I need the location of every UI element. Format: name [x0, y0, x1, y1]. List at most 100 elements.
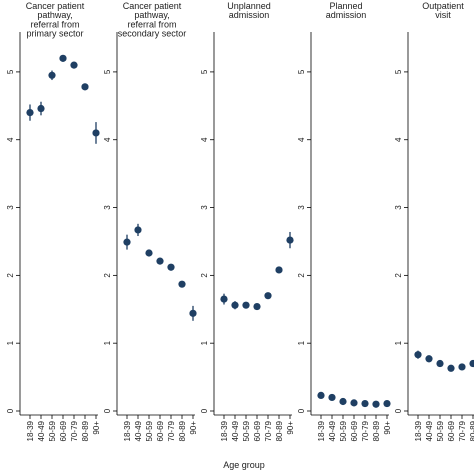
panel-title-line: referral from [127, 19, 176, 29]
x-tick-label: 80-89 [469, 420, 474, 441]
data-point [26, 109, 34, 117]
data-point [361, 399, 369, 408]
y-tick-label: 0 [200, 408, 209, 413]
x-tick-label: 80-89 [372, 420, 381, 441]
y-tick-label: 3 [394, 205, 403, 210]
y-tick-label: 1 [6, 340, 15, 345]
panel-title-line: primary sector [26, 29, 83, 39]
data-point [328, 393, 336, 402]
data-point [350, 399, 358, 407]
x-tick-label: 18-39 [26, 420, 35, 441]
y-tick-label: 2 [200, 273, 209, 278]
data-point [339, 397, 347, 406]
panel-title: Planned admission [326, 1, 367, 20]
data-point [59, 54, 67, 62]
data-point [286, 236, 294, 244]
x-tick-label: 18-39 [414, 420, 423, 441]
y-tick-label: 2 [297, 273, 306, 278]
x-tick-label: 40-49 [231, 420, 240, 441]
panel-title-line: Unplanned [227, 1, 271, 11]
y-tick-label: 1 [103, 340, 112, 345]
x-tick-label: 80-89 [81, 420, 90, 441]
x-tick-label: 90+ [189, 421, 198, 435]
data-point [253, 302, 261, 311]
panel-title-line: admission [326, 10, 367, 20]
x-tick-label: 60-69 [156, 420, 165, 441]
panel-title-line: admission [229, 10, 270, 20]
y-tick-label: 2 [103, 273, 112, 278]
panel-4: Planned admission 0 1 2 3 4 5 18-39 40-49 50-59 60-… [297, 1, 392, 441]
data-point [436, 359, 444, 368]
data-point [92, 129, 100, 137]
panel-title-line: Cancer patient [26, 1, 85, 11]
data-point [156, 257, 164, 265]
x-tick-label: 40-49 [134, 420, 143, 441]
y-tick-label: 0 [103, 408, 112, 413]
data-point [275, 266, 283, 274]
x-tick-label: 70-79 [264, 420, 273, 441]
panel-title-line: pathway, [37, 10, 72, 20]
x-tick-label: 60-69 [59, 420, 68, 441]
data-point [317, 391, 325, 400]
y-tick-label: 2 [394, 273, 403, 278]
data-point [242, 301, 250, 309]
data-point [70, 61, 78, 69]
y-tick-label: 0 [297, 408, 306, 413]
data-point [123, 238, 131, 246]
x-tick-label: 80-89 [275, 420, 284, 441]
data-point [458, 363, 466, 371]
y-tick-label: 4 [103, 137, 112, 142]
y-tick-label: 4 [200, 137, 209, 142]
y-tick-label: 1 [297, 340, 306, 345]
panel-5: Outpatient visit 0 1 2 3 4 5 18-39 40-49 50-59 60-6… [394, 1, 474, 441]
panel-title: Unplanned admission [227, 1, 271, 20]
data-point [372, 400, 380, 408]
data-point [264, 292, 272, 300]
panel-title: Cancer patient pathway, referral from prima… [26, 1, 85, 39]
x-tick-label: 50-59 [436, 420, 445, 441]
x-tick-label: 60-69 [350, 420, 359, 441]
x-tick-label: 18-39 [220, 420, 229, 441]
x-tick-label: 70-79 [361, 420, 370, 441]
y-tick-label: 2 [6, 273, 15, 278]
data-point [48, 71, 56, 79]
panels-layer: Cancer patient pathway, referral from prima… [6, 1, 474, 441]
data-point [189, 309, 197, 317]
x-tick-label: 40-49 [328, 420, 337, 441]
y-tick-label: 0 [394, 408, 403, 413]
y-tick-label: 4 [297, 137, 306, 142]
x-tick-label: 90+ [383, 421, 392, 435]
x-tick-label: 50-59 [242, 420, 251, 441]
y-tick-label: 5 [103, 69, 112, 74]
x-tick-label: 90+ [286, 421, 295, 435]
data-point [383, 399, 391, 408]
panel-title-line: secondary sector [118, 29, 187, 39]
x-tick-label: 50-59 [48, 420, 57, 441]
x-tick-label: 40-49 [37, 420, 46, 441]
data-point [425, 355, 433, 363]
panel-2: Cancer patient pathway, referral from secon… [103, 1, 198, 441]
x-tick-label: 80-89 [178, 420, 187, 441]
y-tick-label: 3 [200, 205, 209, 210]
panel-title-line: pathway, [134, 10, 169, 20]
y-tick-label: 5 [200, 69, 209, 74]
y-tick-label: 4 [6, 137, 15, 142]
x-axis-title: Age group [223, 460, 265, 470]
x-tick-label: 90+ [92, 421, 101, 435]
data-point [220, 295, 228, 303]
data-point [178, 280, 186, 288]
y-tick-label: 5 [297, 69, 306, 74]
data-point [167, 263, 175, 271]
data-point [231, 301, 239, 309]
data-point [37, 104, 45, 113]
x-tick-label: 50-59 [339, 420, 348, 441]
x-tick-label: 70-79 [458, 420, 467, 441]
x-tick-label: 60-69 [253, 420, 262, 441]
y-tick-label: 0 [6, 408, 15, 413]
data-point [447, 364, 455, 372]
x-tick-label: 60-69 [447, 420, 456, 441]
panel-title-line: Planned [329, 1, 362, 11]
x-tick-label: 18-39 [317, 420, 326, 441]
y-tick-label: 5 [6, 69, 15, 74]
